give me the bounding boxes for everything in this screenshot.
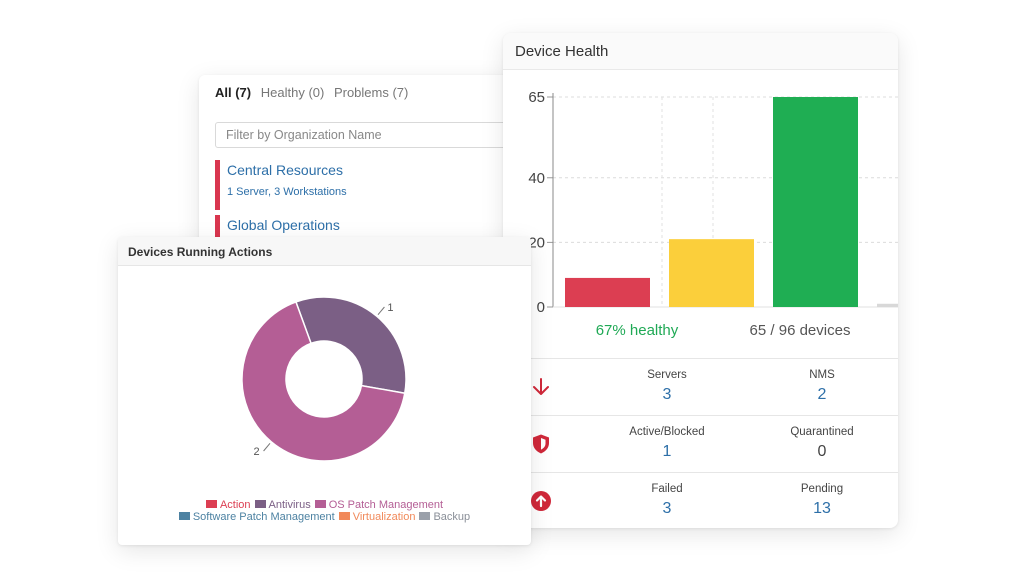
stat-value[interactable]: 3 (662, 500, 672, 517)
y-tick-label: 65 (528, 89, 545, 106)
donut-slice[interactable] (241, 300, 406, 462)
panel-title: Device Health (515, 43, 609, 60)
healthy-percentage: 67% healthy (596, 322, 679, 339)
legend-item[interactable]: Virtualization (338, 511, 416, 523)
status-indicator (215, 160, 220, 210)
legend-swatch (205, 500, 217, 508)
chart-bar[interactable] (669, 239, 754, 307)
legend-label: Antivirus (268, 499, 311, 511)
legend-swatch (338, 512, 350, 520)
quarantined-stat: Quarantined 0 (757, 426, 887, 461)
panel-title: Devices Running Actions (128, 245, 273, 259)
failed-stat: Failed 3 (602, 483, 732, 518)
stat-value[interactable]: 1 (662, 443, 672, 460)
legend-label: Action (219, 499, 251, 511)
legend-item[interactable]: Action (205, 499, 251, 511)
legend-swatch (314, 500, 326, 508)
nms-stat: NMS 2 (757, 369, 887, 404)
stats-row-security: Active/Blocked 1 Quarantined 0 (528, 415, 898, 473)
legend-label: Software Patch Management (192, 511, 335, 523)
tab-healthy[interactable]: Healthy (0) (260, 85, 325, 100)
stat-value[interactable]: 13 (813, 500, 831, 517)
legend-item[interactable]: Antivirus (254, 499, 311, 511)
stat-label: Active/Blocked (629, 426, 705, 438)
panel-header: Devices Running Actions (118, 237, 531, 266)
device-health-panel: Device Health 0 20 40 65 67% healthy 65 / 9… (503, 33, 898, 528)
device-count: 65 / 96 devices (750, 322, 851, 339)
legend-label: OS Patch Management (328, 499, 444, 511)
donut-slice[interactable] (294, 296, 407, 395)
stat-value[interactable]: 2 (817, 386, 827, 403)
stat-label: NMS (809, 369, 835, 381)
y-tick-label: 0 (537, 299, 545, 316)
stats-row-servers: Servers 3 NMS 2 (528, 358, 898, 416)
organization-name[interactable]: Global Operations (227, 217, 340, 233)
legend-swatch (419, 512, 431, 520)
legend-label: Backup (433, 511, 471, 523)
stat-label: Failed (651, 483, 683, 495)
device-health-bar-chart: 0 20 40 65 67% healthy 65 / 96 devices (528, 89, 898, 339)
slice-value-label: 2 (253, 446, 259, 458)
servers-stat: Servers 3 (602, 369, 732, 404)
organization-summary: 1 Server, 3 Workstations (227, 186, 347, 198)
arrow-down-icon (533, 378, 549, 395)
arrow-up-circle-icon (531, 491, 551, 511)
chart-bar[interactable] (773, 97, 858, 307)
organization-tabs: All (7) Healthy (0) Problems (7) (215, 85, 414, 100)
y-tick-label: 40 (528, 170, 545, 187)
stat-value: 0 (817, 443, 827, 460)
slice-value-label: 1 (387, 302, 393, 314)
shield-icon (533, 434, 549, 454)
chart-bar[interactable] (877, 303, 898, 307)
y-tick-label: 20 (528, 234, 545, 251)
stat-label: Servers (647, 369, 687, 381)
chart-bar[interactable] (565, 277, 650, 307)
organization-filter-input[interactable] (215, 122, 515, 148)
actions-donut-chart: 12 (241, 296, 407, 462)
legend-item[interactable]: Backup (419, 511, 470, 523)
tab-all[interactable]: All (7) (215, 85, 252, 100)
pending-stat: Pending 13 (757, 483, 887, 518)
legend-swatch (254, 500, 266, 508)
chart-legend: Action Antivirus OS Patch Management Softwa… (118, 499, 531, 523)
stat-label: Quarantined (790, 426, 854, 438)
organization-name[interactable]: Central Resources (227, 162, 343, 178)
stat-label: Pending (800, 483, 844, 495)
tab-problems[interactable]: Problems (7) (333, 85, 409, 100)
legend-item[interactable]: OS Patch Management (314, 499, 444, 511)
label-leader-line (377, 306, 385, 315)
legend-swatch (178, 512, 190, 520)
stats-row-patching: Failed 3 Pending 13 (528, 472, 898, 528)
panel-header: Device Health (503, 33, 898, 70)
legend-row: Action Antivirus OS Patch Management (118, 499, 531, 511)
active-blocked-stat: Active/Blocked 1 (602, 426, 732, 461)
legend-row: Software Patch Management Virtualization B… (118, 511, 531, 523)
legend-label: Virtualization (352, 511, 416, 523)
list-item[interactable]: Central Resources 1 Server, 3 Workstatio… (215, 160, 515, 210)
label-leader-line (263, 443, 271, 452)
legend-item[interactable]: Software Patch Management (178, 511, 335, 523)
stat-value[interactable]: 3 (662, 386, 672, 403)
